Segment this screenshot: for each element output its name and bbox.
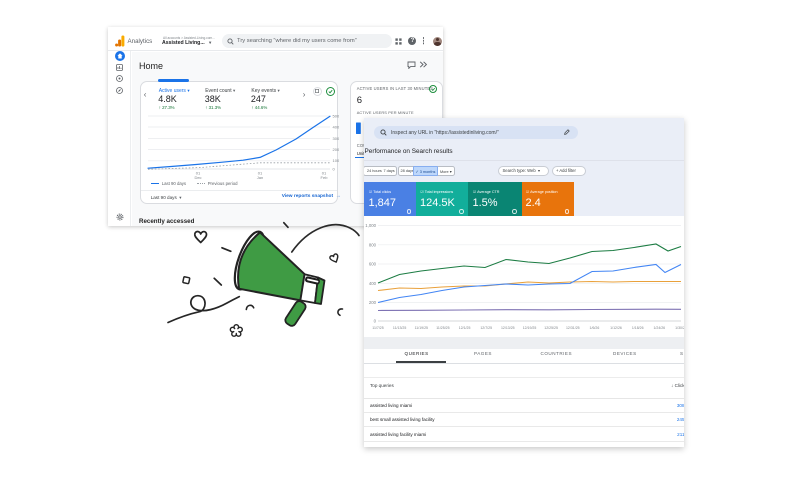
svg-text:01: 01 [257,170,262,175]
svg-text:12/19/25: 12/19/25 [523,326,537,330]
svg-text:1/24/26: 1/24/26 [653,326,665,330]
svg-text:0: 0 [332,166,335,171]
svg-text:400: 400 [369,281,377,286]
svg-text:100: 100 [332,158,339,163]
svg-text:12/1/25: 12/1/25 [459,326,471,330]
svg-text:800: 800 [369,242,377,247]
svg-text:1/6/26: 1/6/26 [590,326,600,330]
svg-text:0: 0 [374,319,377,324]
svg-text:Jan: Jan [256,175,262,180]
svg-text:Feb: Feb [320,175,328,180]
svg-text:11/25/25: 11/25/25 [436,326,449,330]
svg-text:1,000: 1,000 [365,223,376,228]
svg-text:300: 300 [332,135,339,140]
svg-text:600: 600 [369,262,377,267]
svg-text:1/30/26: 1/30/26 [675,326,684,330]
svg-text:200: 200 [332,147,339,152]
svg-text:200: 200 [369,300,377,305]
svg-text:400: 400 [332,124,339,129]
svg-text:1/12/26: 1/12/26 [610,326,622,330]
svg-text:11/7/25: 11/7/25 [372,326,383,330]
svg-text:12/13/25: 12/13/25 [501,326,515,330]
svg-text:12/25/25: 12/25/25 [544,326,558,330]
svg-text:12/7/25: 12/7/25 [480,326,492,330]
svg-text:Dec: Dec [194,175,201,180]
svg-text:01: 01 [321,170,326,175]
svg-text:1/18/26: 1/18/26 [632,326,644,330]
svg-text:01: 01 [195,170,200,175]
svg-text:11/13/25: 11/13/25 [393,326,406,330]
svg-text:500: 500 [332,113,339,118]
svg-text:11/19/25: 11/19/25 [415,326,428,330]
svg-text:12/31/25: 12/31/25 [566,326,580,330]
